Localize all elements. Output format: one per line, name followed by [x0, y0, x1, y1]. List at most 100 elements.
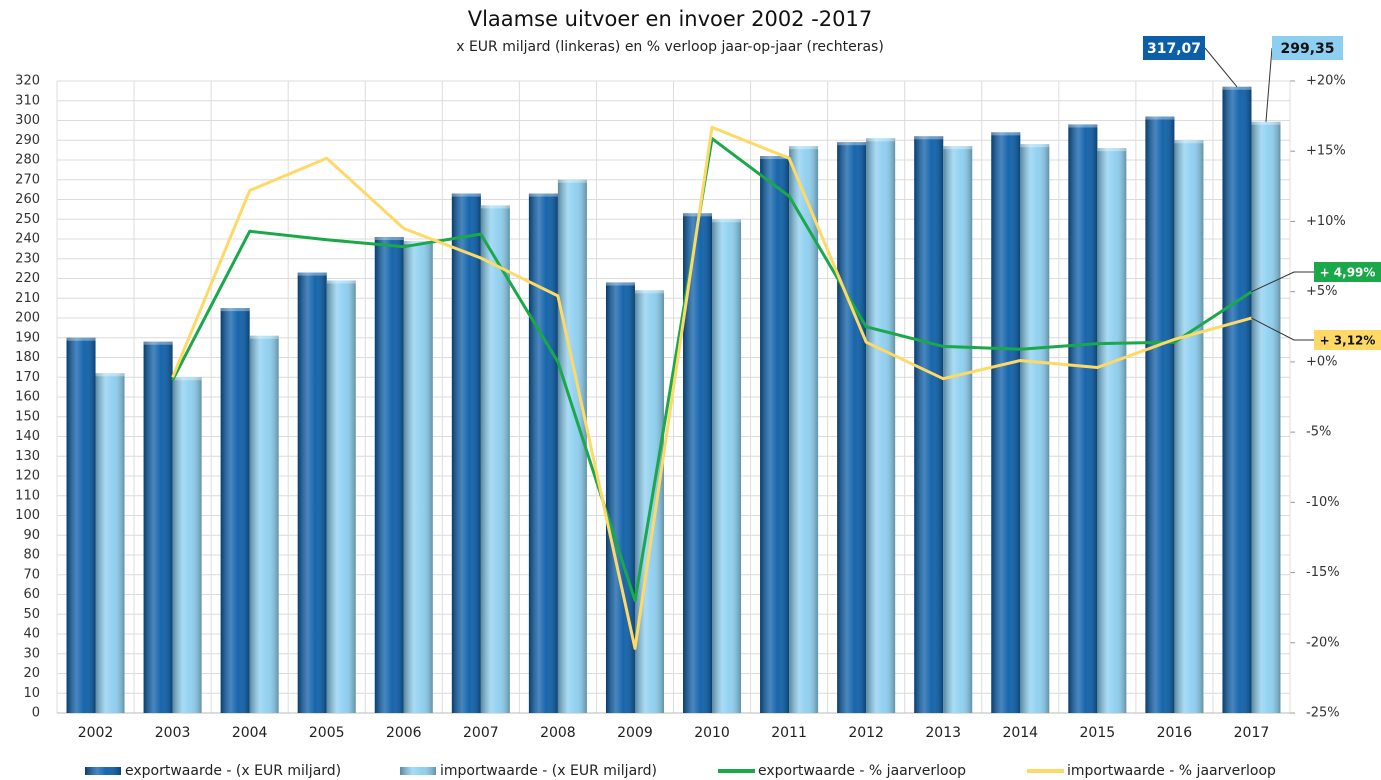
y-tick-label: 280 — [15, 153, 40, 168]
bar-shade — [451, 193, 481, 713]
y2-tick-label: +10% — [1306, 214, 1346, 229]
x-tick-label: 2016 — [1157, 725, 1193, 741]
y-tick-label: 270 — [15, 172, 40, 187]
label-box — [1272, 36, 1343, 60]
legend-label: exportwaarde - (x EUR miljard) — [125, 763, 341, 779]
line — [171, 137, 1253, 603]
bar-cap — [634, 290, 664, 294]
x-tick-label: 2014 — [1002, 725, 1038, 741]
bar-cap — [374, 237, 404, 241]
bar-cap — [1174, 140, 1204, 144]
bar-cap — [1097, 148, 1127, 152]
bar-shade — [1222, 86, 1252, 714]
x-tick-label: 2006 — [386, 725, 422, 741]
y-tick-label: 0 — [32, 706, 40, 721]
bar-shade — [374, 237, 404, 713]
y-tick-label: 90 — [23, 528, 40, 543]
bar-cap — [1222, 86, 1252, 90]
label-box — [1314, 330, 1381, 350]
bar-shade — [914, 136, 944, 714]
bar-cap — [326, 280, 356, 284]
bar-cap — [249, 335, 279, 339]
bar-shade — [943, 146, 973, 714]
y-tick-label: 320 — [15, 74, 40, 89]
y-tick-label: 160 — [15, 390, 40, 405]
x-tick-label: 2017 — [1234, 725, 1270, 741]
bar-cap — [1251, 121, 1281, 125]
bar-shade — [866, 138, 896, 713]
y2-tick-label: +5% — [1306, 284, 1338, 299]
bar-shade — [789, 146, 819, 714]
bar-shade — [1145, 116, 1175, 714]
bar-shade — [297, 272, 327, 713]
x-tick-label: 2003 — [155, 725, 191, 741]
label-leader — [1204, 47, 1238, 88]
bar-shade — [1068, 124, 1098, 713]
bar-shade — [634, 290, 664, 713]
bar-shade — [220, 308, 250, 713]
bar-shade — [837, 142, 867, 714]
x-tick-label: 2013 — [925, 725, 961, 741]
label-box — [1314, 262, 1381, 282]
chart-subtitle: x EUR miljard (linkeras) en % verloop ja… — [456, 39, 884, 55]
y-tick-label: 260 — [15, 192, 40, 207]
bar-cap — [789, 146, 819, 150]
y2-tick-label: -20% — [1306, 635, 1340, 650]
label-leader — [1265, 47, 1273, 122]
data-label: 299,35 — [1280, 41, 1334, 57]
bar-cap — [95, 373, 125, 377]
bar-shade — [991, 132, 1021, 714]
x-tick-label: 2008 — [540, 725, 576, 741]
data-label: + 4,99% — [1320, 266, 1376, 280]
bar-shade — [760, 156, 790, 714]
y-tick-label: 140 — [15, 429, 40, 444]
y2-tick-label: +0% — [1306, 354, 1338, 369]
bar-cap — [172, 377, 202, 381]
bar-shade — [1251, 121, 1281, 713]
bar-shade — [1020, 144, 1050, 713]
y-tick-label: 250 — [15, 212, 40, 227]
bar-shade — [249, 335, 279, 713]
bar-cap — [480, 205, 510, 209]
bar-shade — [605, 282, 635, 713]
y-tick-label: 180 — [15, 350, 40, 365]
bar-cap — [1145, 116, 1175, 120]
bar-cap — [683, 213, 713, 217]
y-tick-label: 310 — [15, 93, 40, 108]
bar-shade — [172, 377, 202, 713]
bar-shade — [712, 219, 742, 713]
bar-cap — [220, 308, 250, 312]
x-tick-label: 2010 — [694, 725, 730, 741]
y-tick-label: 50 — [23, 607, 40, 622]
y-tick-label: 170 — [15, 370, 40, 385]
bar-shade — [480, 205, 510, 714]
data-label: + 3,12% — [1320, 334, 1376, 348]
y-tick-label: 200 — [15, 311, 40, 326]
x-tick-label: 2015 — [1080, 725, 1116, 741]
legend-label: importwaarde - (x EUR miljard) — [440, 763, 657, 779]
y-tick-label: 230 — [15, 251, 40, 266]
label-leader — [1251, 317, 1314, 341]
y-tick-label: 80 — [23, 548, 40, 563]
y2-tick-label: -25% — [1306, 706, 1340, 721]
y-tick-label: 100 — [15, 508, 40, 523]
legend-swatch-shade — [85, 767, 121, 775]
bar-cap — [914, 136, 944, 140]
bar-shade — [95, 373, 125, 713]
y-tick-label: 150 — [15, 409, 40, 424]
bar-cap — [712, 219, 742, 223]
bar-cap — [143, 341, 173, 345]
bar-cap — [866, 138, 896, 142]
x-tick-label: 2005 — [309, 725, 345, 741]
x-tick-label: 2011 — [771, 725, 807, 741]
bar-cap — [943, 146, 973, 150]
bar-cap — [528, 193, 558, 197]
y-tick-label: 240 — [15, 232, 40, 247]
y-tick-label: 30 — [23, 646, 40, 661]
y-tick-label: 40 — [23, 627, 40, 642]
y-tick-label: 190 — [15, 330, 40, 345]
bar-cap — [403, 240, 433, 244]
bar-shade — [1174, 140, 1204, 713]
bar-cap — [297, 272, 327, 276]
